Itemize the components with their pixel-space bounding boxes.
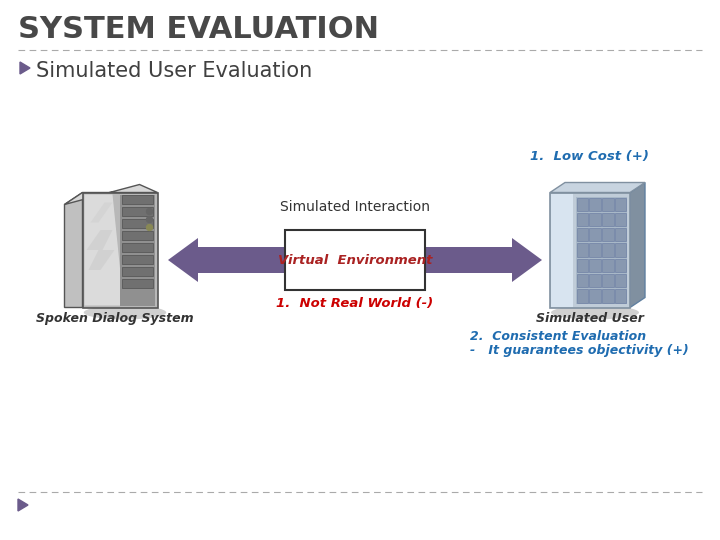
- Polygon shape: [168, 238, 285, 282]
- Bar: [615, 274, 626, 287]
- Bar: [122, 231, 153, 240]
- Bar: [577, 244, 588, 256]
- Bar: [615, 198, 626, 211]
- Bar: [122, 267, 153, 275]
- Polygon shape: [65, 185, 158, 205]
- Bar: [590, 289, 600, 302]
- Bar: [602, 244, 613, 256]
- Bar: [602, 274, 613, 287]
- Polygon shape: [65, 192, 83, 307]
- Bar: [590, 198, 600, 211]
- Polygon shape: [20, 62, 30, 74]
- Bar: [122, 219, 153, 227]
- Text: Simulated Interaction: Simulated Interaction: [280, 200, 430, 214]
- Text: 2.  Consistent Evaluation: 2. Consistent Evaluation: [470, 330, 646, 343]
- Ellipse shape: [84, 306, 166, 320]
- Text: 1.  Not Real World (-): 1. Not Real World (-): [276, 297, 433, 310]
- Text: Virtual  Environment: Virtual Environment: [278, 253, 432, 267]
- Bar: [122, 194, 153, 204]
- Polygon shape: [84, 194, 124, 306]
- Bar: [577, 198, 588, 211]
- Circle shape: [146, 208, 153, 214]
- Ellipse shape: [551, 306, 639, 320]
- Bar: [602, 213, 613, 226]
- Bar: [83, 192, 158, 307]
- Bar: [575, 197, 627, 303]
- Polygon shape: [550, 183, 645, 192]
- Bar: [551, 193, 573, 307]
- Bar: [550, 192, 630, 307]
- Bar: [577, 289, 588, 302]
- Polygon shape: [630, 183, 645, 307]
- Text: SYSTEM EVALUATION: SYSTEM EVALUATION: [18, 15, 379, 44]
- Bar: [615, 244, 626, 256]
- Text: -   It guarantees objectivity (+): - It guarantees objectivity (+): [470, 344, 689, 357]
- Circle shape: [146, 225, 153, 231]
- Bar: [577, 228, 588, 241]
- Bar: [122, 254, 153, 264]
- FancyBboxPatch shape: [285, 230, 425, 290]
- Text: 1.  Low Cost (+): 1. Low Cost (+): [530, 150, 649, 163]
- Bar: [590, 274, 600, 287]
- Bar: [590, 213, 600, 226]
- Bar: [602, 198, 613, 211]
- Text: Simulated User: Simulated User: [536, 312, 644, 325]
- Bar: [122, 279, 153, 287]
- Bar: [615, 228, 626, 241]
- Bar: [122, 242, 153, 252]
- Bar: [120, 194, 155, 306]
- Polygon shape: [86, 230, 114, 270]
- Text: Spoken Dialog System: Spoken Dialog System: [36, 312, 194, 325]
- Bar: [602, 259, 613, 272]
- Bar: [615, 289, 626, 302]
- Bar: [602, 228, 613, 241]
- Bar: [615, 259, 626, 272]
- Polygon shape: [18, 499, 28, 511]
- Bar: [122, 206, 153, 215]
- Bar: [577, 274, 588, 287]
- Text: Simulated User Evaluation: Simulated User Evaluation: [36, 61, 312, 81]
- Bar: [577, 213, 588, 226]
- Polygon shape: [91, 202, 112, 222]
- Polygon shape: [425, 238, 542, 282]
- Bar: [615, 213, 626, 226]
- Bar: [590, 228, 600, 241]
- Bar: [577, 259, 588, 272]
- Bar: [590, 244, 600, 256]
- Circle shape: [146, 217, 153, 222]
- Bar: [602, 289, 613, 302]
- Bar: [590, 259, 600, 272]
